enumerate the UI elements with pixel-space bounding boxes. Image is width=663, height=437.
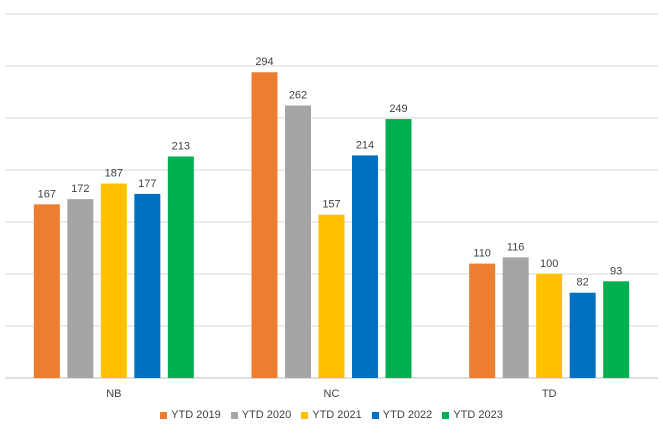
data-label: 214 (356, 139, 374, 151)
data-label: 93 (610, 265, 622, 277)
legend-label: YTD 2023 (453, 409, 503, 421)
legend-swatch (371, 411, 379, 419)
bar-nc-ytd-2020 (285, 105, 311, 379)
data-label: 262 (289, 90, 307, 102)
bar-nb-ytd-2022 (134, 193, 161, 378)
category-label-nc: NC (324, 388, 340, 400)
bar-nb-ytd-2019 (33, 204, 60, 378)
bar-nb-ytd-2023 (167, 156, 194, 378)
legend-item: YTD 2023 (442, 409, 503, 421)
bar-nb-ytd-2020 (67, 199, 94, 378)
bar-td-ytd-2022 (569, 292, 596, 378)
category-labels: NB NC TD (106, 388, 556, 400)
bar-nc-ytd-2021 (318, 214, 345, 378)
legend-swatch (301, 411, 309, 419)
bar-nc-ytd-2019 (251, 72, 278, 379)
data-label: 116 (507, 241, 525, 253)
legend-item: YTD 2020 (230, 409, 292, 421)
bar-td-ytd-2021 (536, 274, 563, 378)
legend-swatch (230, 411, 238, 419)
category-label-td: TD (542, 388, 557, 400)
bars (33, 72, 630, 379)
bar-nc-ytd-2022 (352, 155, 378, 378)
legend-item: YTD 2019 (160, 409, 221, 421)
category-label-nb: NB (106, 388, 121, 400)
bar-td-ytd-2020 (502, 257, 529, 378)
legend-label: YTD 2019 (171, 409, 221, 421)
data-label: 249 (389, 103, 407, 115)
bar-td-ytd-2023 (603, 281, 630, 378)
data-label: 82 (577, 277, 589, 289)
legend-swatch (160, 411, 168, 419)
data-label: 294 (255, 56, 273, 68)
bar-td-ytd-2019 (469, 263, 496, 378)
data-label: 187 (105, 168, 123, 180)
legend-item: YTD 2021 (301, 409, 362, 421)
bar-nc-ytd-2023 (385, 119, 412, 378)
data-label: 110 (473, 248, 491, 260)
legend-label: YTD 2022 (382, 409, 433, 421)
data-label: 177 (138, 178, 156, 190)
data-label: 157 (322, 199, 340, 211)
value-labels: 167 172 187 177 213 294 262 157 214 249 110 116 100 8… (38, 56, 623, 288)
data-label: 167 (38, 188, 56, 200)
legend-item: YTD 2022 (371, 409, 433, 421)
legend: YTD 2019 YTD 2020 YTD 2021 YTD 2022 YTD 2023 (0, 409, 663, 421)
bar-nb-ytd-2021 (100, 183, 127, 378)
data-label: 100 (540, 258, 558, 270)
data-label: 213 (172, 140, 190, 152)
legend-swatch (442, 411, 450, 419)
legend-label: YTD 2021 (312, 409, 362, 421)
legend-label: YTD 2020 (241, 409, 292, 421)
data-label: 172 (71, 183, 89, 195)
